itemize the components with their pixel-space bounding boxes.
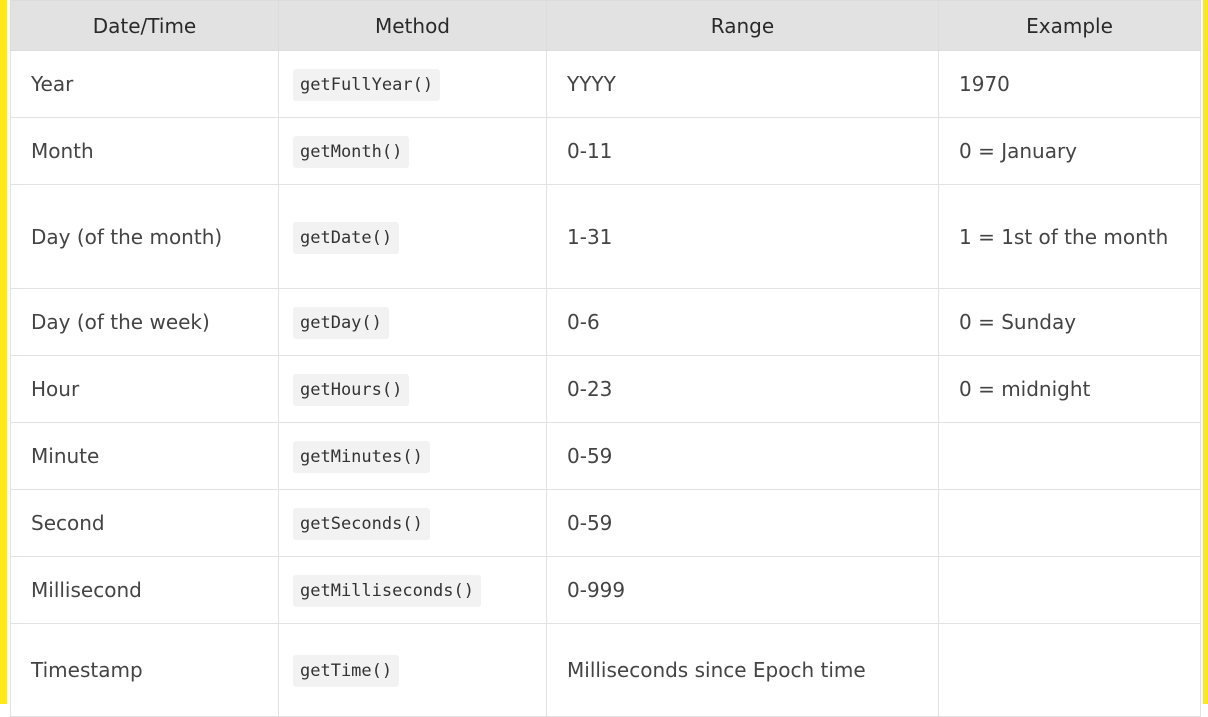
right-accent-border <box>1203 0 1208 704</box>
datetime-cell: Timestamp <box>10 623 279 717</box>
datetime-cell: Second <box>10 489 279 557</box>
date-methods-table: Date/Time Method Range Example Year getF… <box>10 0 1201 717</box>
range-cell: 0-999 <box>546 556 939 624</box>
range-cell: 0-59 <box>546 489 939 557</box>
range-cell: YYYY <box>546 50 939 118</box>
example-cell: 1970 <box>938 50 1201 118</box>
method-code: getDate() <box>293 221 400 254</box>
datetime-cell: Day (of the week) <box>10 288 279 356</box>
method-cell: getMilliseconds() <box>278 556 547 624</box>
method-cell: getFullYear() <box>278 50 547 118</box>
method-code: getFullYear() <box>293 69 441 101</box>
method-cell: getTime() <box>278 623 547 717</box>
datetime-cell: Year <box>10 50 279 118</box>
method-code: getMinutes() <box>293 441 430 473</box>
range-cell: 0-6 <box>546 288 939 356</box>
datetime-cell: Hour <box>10 355 279 423</box>
table-row: Minute getMinutes() 0-59 <box>10 422 1201 490</box>
range-cell: 1-31 <box>546 184 939 289</box>
method-code: getSeconds() <box>293 508 430 540</box>
method-code: getTime() <box>293 655 400 687</box>
example-cell <box>938 623 1201 717</box>
range-cell: 0-23 <box>546 355 939 423</box>
table-row: Month getMonth() 0-11 0 = January <box>10 117 1201 185</box>
header-datetime: Date/Time <box>10 0 279 51</box>
table-row: Day (of the week) getDay() 0-6 0 = Sunda… <box>10 288 1201 356</box>
method-code: getHours() <box>293 374 410 406</box>
table-row: Hour getHours() 0-23 0 = midnight <box>10 355 1201 423</box>
method-cell: getMonth() <box>278 117 547 185</box>
method-cell: getSeconds() <box>278 489 547 557</box>
header-method: Method <box>278 0 547 51</box>
header-range: Range <box>546 0 939 51</box>
header-row: Date/Time Method Range Example <box>10 0 1201 51</box>
table-row: Year getFullYear() YYYY 1970 <box>10 50 1201 118</box>
method-cell: getDay() <box>278 288 547 356</box>
method-cell: getDate() <box>278 184 547 289</box>
method-code: getDay() <box>293 307 389 339</box>
example-cell: 0 = midnight <box>938 355 1201 423</box>
datetime-cell: Millisecond <box>10 556 279 624</box>
table-row: Timestamp getTime() Milliseconds since E… <box>10 623 1201 717</box>
method-cell: getHours() <box>278 355 547 423</box>
datetime-cell: Day (of the month) <box>10 184 279 289</box>
range-cell: 0-59 <box>546 422 939 490</box>
datetime-cell: Minute <box>10 422 279 490</box>
example-cell <box>938 489 1201 557</box>
example-cell <box>938 422 1201 490</box>
example-cell <box>938 556 1201 624</box>
header-example: Example <box>938 0 1201 51</box>
range-cell: 0-11 <box>546 117 939 185</box>
example-cell: 1 = 1st of the month <box>938 184 1201 289</box>
example-cell: 0 = January <box>938 117 1201 185</box>
table-row: Second getSeconds() 0-59 <box>10 489 1201 557</box>
method-cell: getMinutes() <box>278 422 547 490</box>
table-row: Millisecond getMilliseconds() 0-999 <box>10 556 1201 624</box>
method-code: getMilliseconds() <box>293 575 481 607</box>
datetime-cell: Month <box>10 117 279 185</box>
example-cell: 0 = Sunday <box>938 288 1201 356</box>
left-accent-border <box>0 0 7 704</box>
range-cell: Milliseconds since Epoch time <box>546 623 939 717</box>
table-row: Day (of the month) getDate() 1-31 1 = 1s… <box>10 184 1201 289</box>
method-code: getMonth() <box>293 136 410 168</box>
